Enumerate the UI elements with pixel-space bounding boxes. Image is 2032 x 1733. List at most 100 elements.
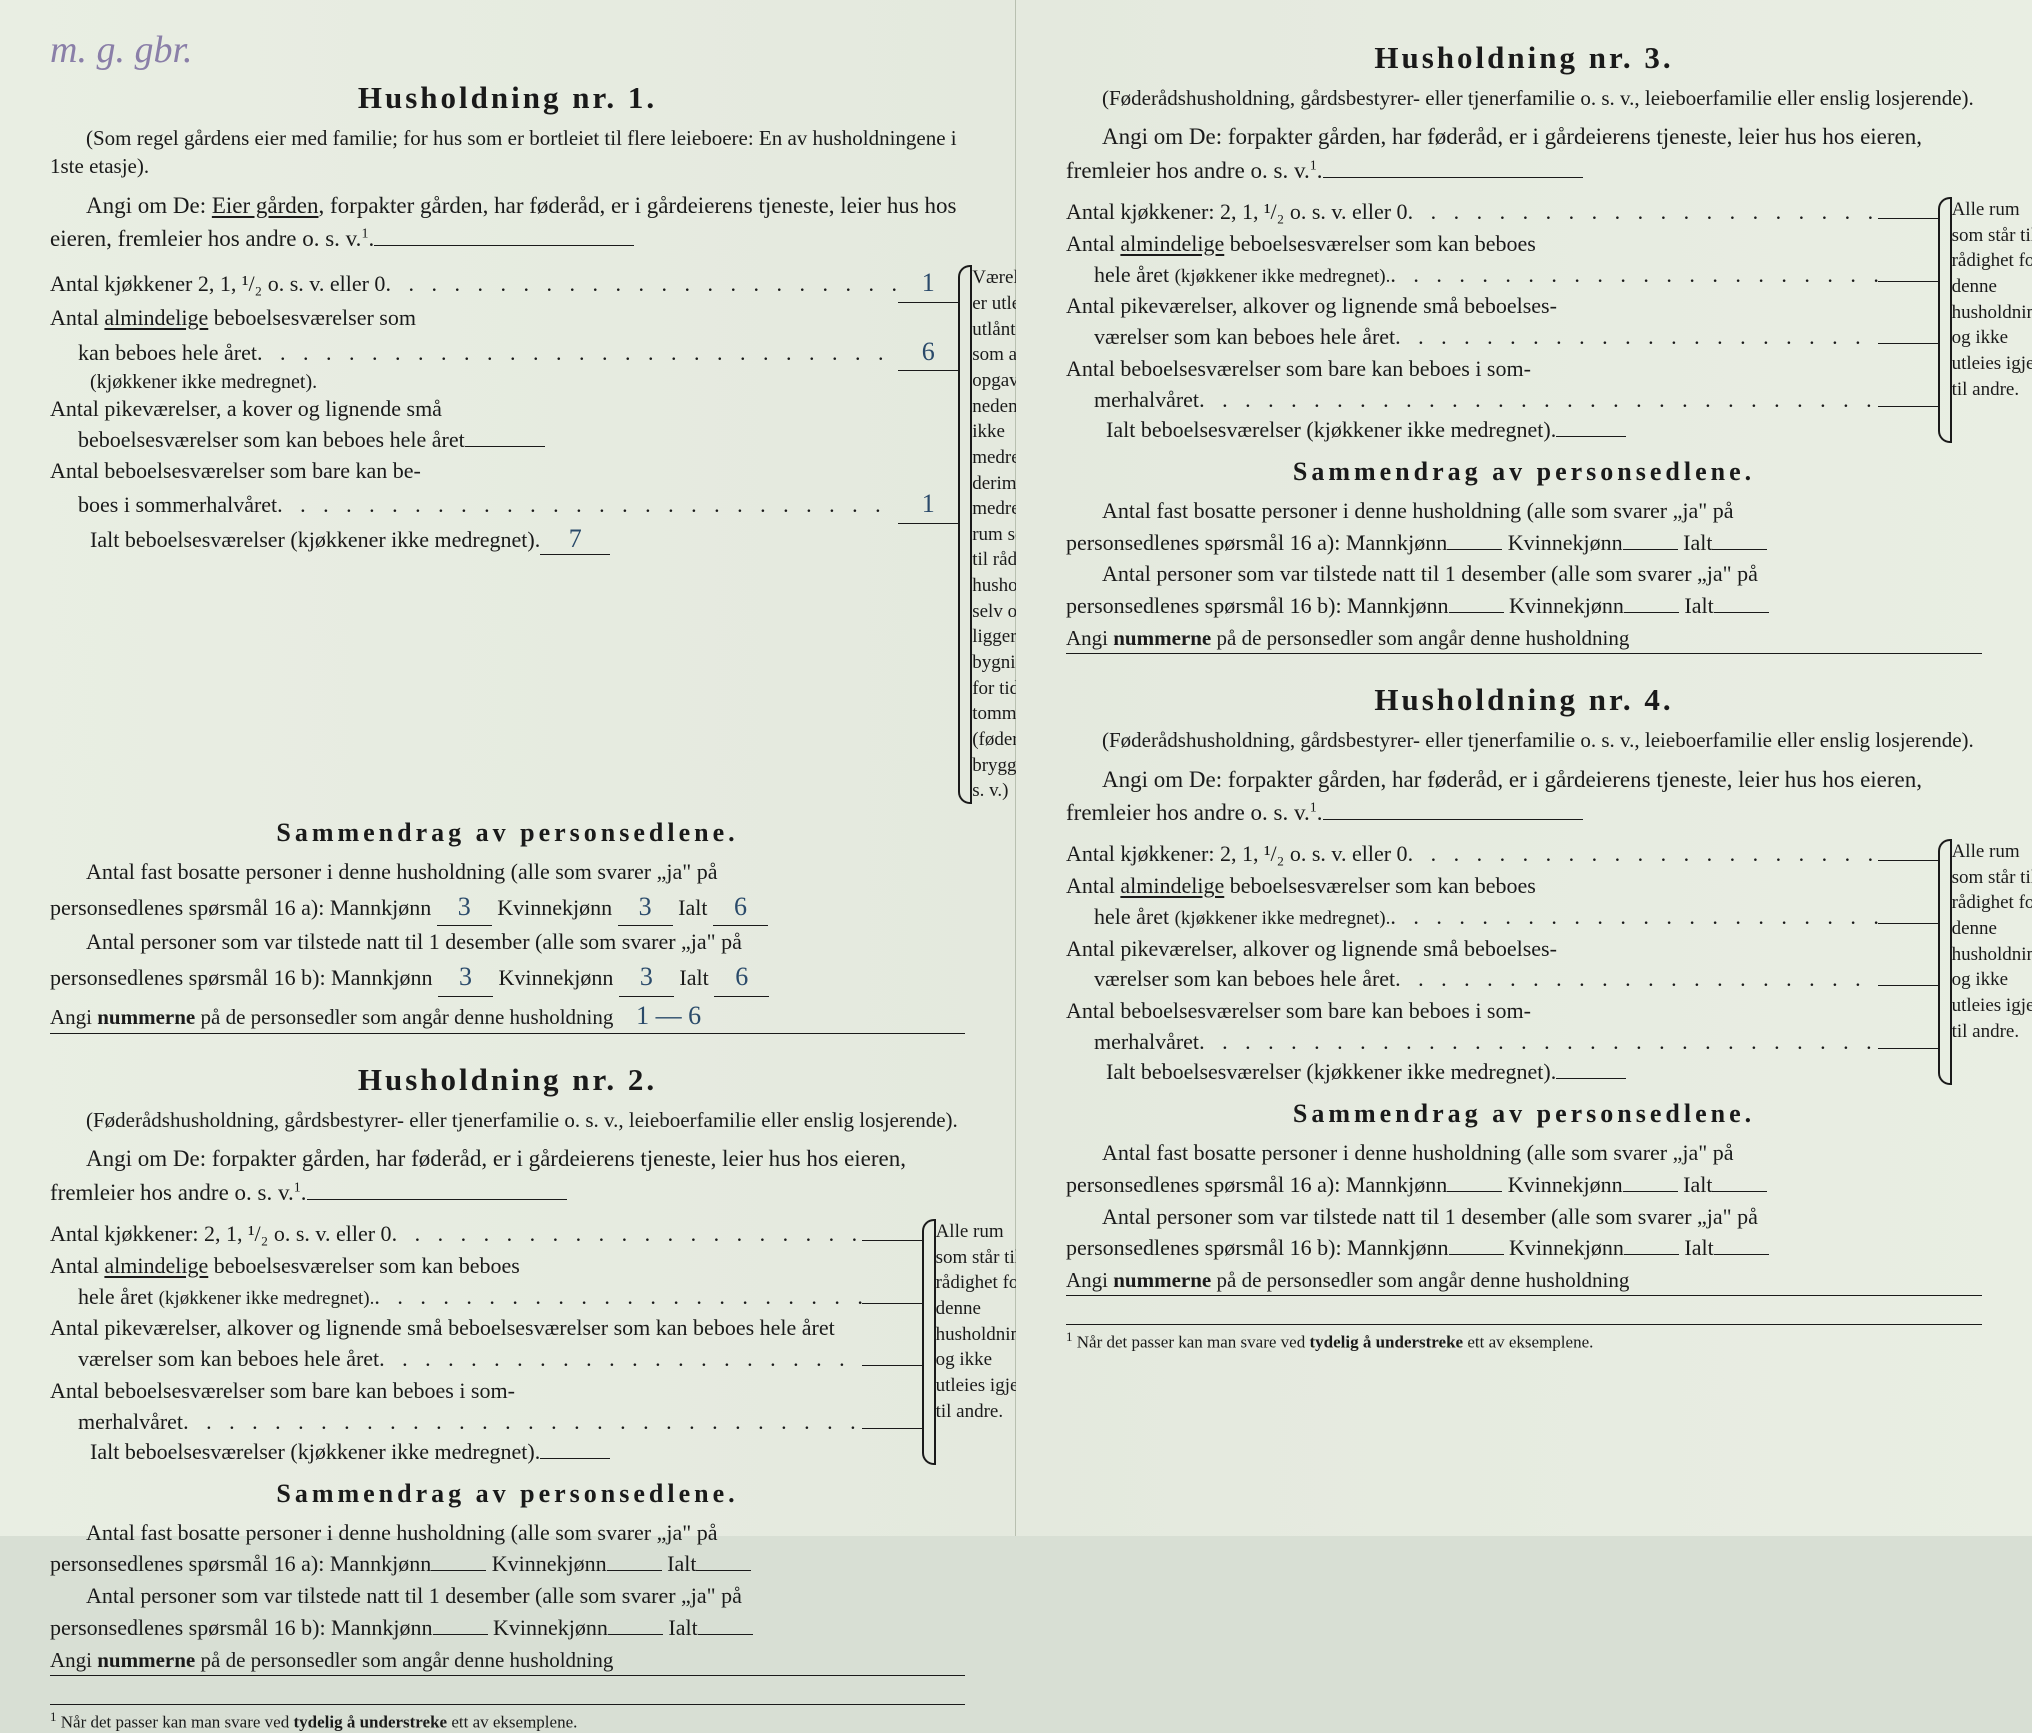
k4a: Kvinnekjønn (1508, 1172, 1623, 1197)
household-1-prompt: Angi om De: Eier gården, forpakter gårde… (50, 189, 965, 256)
k3b: Kvinnekjønn (1509, 593, 1624, 618)
prompt-label-4: Angi om De: (1102, 767, 1222, 792)
summer-value: 1 (898, 486, 958, 523)
household-3-title: Husholdning nr. 3. (1066, 40, 1982, 76)
pike-value-4 (1878, 985, 1938, 986)
angi-2: Angi nummerne på de personsedler som ang… (50, 1648, 965, 1676)
household-2: Husholdning nr. 2. (Føderådshusholdning,… (50, 1062, 965, 1676)
living-sub-4: (kjøkkener ikke medregnet). (1175, 908, 1391, 929)
kvinne-label-2: Kvinnekjønn (499, 965, 614, 990)
pike-value-3 (1878, 343, 1938, 344)
q16a-text-a-4: Antal fast bosatte personer i denne hush… (1102, 1140, 1734, 1165)
kitchens-label-4: Antal kjøkkener: 2, 1, ¹/₂ o. s. v. elle… (1066, 839, 1408, 870)
i3b: Ialt (1684, 593, 1713, 618)
living-value: 6 (898, 334, 958, 371)
footnote-text-r: Når det passer kan man svare ved (1077, 1333, 1305, 1352)
living-value-2 (862, 1303, 922, 1304)
prompt-label-2: Angi om De: (86, 1146, 206, 1171)
q16b-t: 6 (714, 958, 769, 997)
footnote-num-r: 1 (1066, 1329, 1073, 1344)
household-1-subtitle: (Som regel gårdens eier med familie; for… (50, 124, 965, 181)
total-value: 7 (540, 524, 610, 555)
household-4: Husholdning nr. 4. (Føderådshusholdning,… (1066, 682, 1982, 1296)
prompt-label: Angi om De: (86, 193, 206, 218)
page-left: m. g. gbr. Husholdning nr. 1. (Som regel… (0, 0, 1016, 1536)
living-value-3 (1878, 281, 1938, 282)
total-label-3: Ialt beboelsesværelser (kjøkkener ikke m… (1106, 417, 1556, 443)
footnote-text: Når det passer kan man svare ved (61, 1713, 289, 1732)
i4b: Ialt (1684, 1235, 1713, 1260)
total-value-4 (1556, 1078, 1626, 1079)
ar3: på de personsedler som angår denne husho… (1217, 626, 1630, 650)
footnote-rest-r: ett av eksemplene. (1467, 1333, 1593, 1352)
angi-1: Angi nummerne på de personsedler som ang… (50, 1001, 965, 1034)
q16b-text-a-2: Antal personer som var tilstede natt til… (86, 1583, 742, 1608)
living-sub-2: (kjøkkener ikke medregnet). (159, 1288, 375, 1309)
prompt-label-3: Angi om De: (1102, 124, 1222, 149)
kitchens-value: 1 (898, 265, 958, 302)
i3a: Ialt (1683, 530, 1712, 555)
k2b: Kvinnekjønn (493, 1615, 608, 1640)
q16b-1: Antal personer som var tilstede natt til… (50, 926, 965, 958)
total-value-3 (1556, 436, 1626, 437)
household-2-prompt: Angi om De: forpakter gården, har føderå… (50, 1142, 965, 1209)
household-4-rooms: Antal kjøkkener: 2, 1, ¹/₂ o. s. v. elle… (1066, 839, 1982, 1085)
pike-value (465, 446, 545, 447)
household-3-subtitle: (Føderådshusholdning, gårdsbestyrer- ell… (1066, 84, 1982, 112)
kitchens-label: Antal kjøkkener 2, 1, ¹/₂ o. s. v. eller… (50, 269, 385, 300)
q16a-text-a: Antal fast bosatte personer i denne hush… (86, 859, 718, 884)
angi-4: Angi nummerne på de personsedler som ang… (1066, 1268, 1982, 1296)
angi-val: 1 — 6 (619, 1001, 719, 1031)
household-2-title: Husholdning nr. 2. (50, 1062, 965, 1098)
living-sub: (kjøkkener ikke medregnet). (90, 371, 958, 394)
i2b: Ialt (668, 1615, 697, 1640)
total-label-4: Ialt beboelsesværelser (kjøkkener ikke m… (1106, 1059, 1556, 1085)
household-2-subtitle: (Føderådshusholdning, gårdsbestyrer- ell… (50, 1106, 965, 1134)
ar2: på de personsedler som angår denne husho… (201, 1648, 614, 1672)
household-3-note: Alle rum som står til rådighet for denne… (1950, 197, 2032, 443)
q16a-1: Antal fast bosatte personer i denne hush… (50, 856, 965, 888)
summer-value-3 (1878, 406, 1938, 407)
summer-label: Antal beboelsesværelser som bare kan be- (50, 456, 421, 487)
kitchens-label-2: Antal kjøkkener: 2, 1, ¹/₂ o. s. v. elle… (50, 1219, 392, 1250)
kvinne-label: Kvinnekjønn (497, 895, 612, 920)
i4a: Ialt (1683, 1172, 1712, 1197)
summer-value-4 (1878, 1048, 1938, 1049)
i2a: Ialt (667, 1551, 696, 1576)
summary-4-title: Sammendrag av personsedlene. (1066, 1099, 1982, 1129)
footnote-rest: ett av eksemplene. (451, 1713, 577, 1732)
living-value-4 (1878, 923, 1938, 924)
summary-1-title: Sammendrag av personsedlene. (50, 818, 965, 848)
household-4-title: Husholdning nr. 4. (1066, 682, 1982, 718)
nummerne-word: nummerne (97, 1005, 195, 1029)
summary-3-title: Sammendrag av personsedlene. (1066, 457, 1982, 487)
angi-word: Angi (50, 1005, 92, 1029)
footnote-left: 1 Når det passer kan man svare ved tydel… (50, 1704, 965, 1733)
ialt-label-2: Ialt (679, 965, 708, 990)
living-label: Antal almindelige beboelsesværelser som (50, 303, 416, 334)
q16b-text-b-3: personsedlenes spørsmål 16 b): Mannkjønn (1066, 593, 1449, 618)
a2: Angi (50, 1648, 92, 1672)
q16a-text-a-3: Antal fast bosatte personer i denne hush… (1102, 498, 1734, 523)
q16a-text-b-4: personsedlenes spørsmål 16 a): Mannkjønn (1066, 1172, 1447, 1197)
n2: nummerne (97, 1648, 195, 1672)
ar4: på de personsedler som angår denne husho… (1217, 1268, 1630, 1292)
household-3: Husholdning nr. 3. (Føderådshusholdning,… (1066, 40, 1982, 654)
summer-value-2 (862, 1428, 922, 1429)
n3: nummerne (1113, 626, 1211, 650)
total-label: Ialt beboelsesværelser (kjøkkener ikke m… (90, 527, 540, 553)
q16b-text-a-3: Antal personer som var tilstede natt til… (1102, 561, 1758, 586)
q16b-text-b-2: personsedlenes spørsmål 16 b): Mannkjønn (50, 1615, 433, 1640)
pike-label-2: Antal pikeværelser, alkover og lignende … (50, 1313, 835, 1344)
k4b: Kvinnekjønn (1509, 1235, 1624, 1260)
kitchens-value-4 (1878, 860, 1938, 861)
ialt-label: Ialt (678, 895, 707, 920)
footnote-bold-r: tydelig å understreke (1309, 1333, 1463, 1352)
k3a: Kvinnekjønn (1508, 530, 1623, 555)
prompt-underlined: Eier gården (212, 193, 319, 218)
household-1: Husholdning nr. 1. (Som regel gårdens ei… (50, 80, 965, 1034)
household-1-rooms: Antal kjøkkener 2, 1, ¹/₂ o. s. v. eller… (50, 265, 965, 803)
q16a-text-b-2: personsedlenes spørsmål 16 a): Mannkjønn (50, 1551, 431, 1576)
footnote-right: 1 Når det passer kan man svare ved tydel… (1066, 1324, 1982, 1353)
household-2-rooms: Antal kjøkkener: 2, 1, ¹/₂ o. s. v. elle… (50, 1219, 965, 1465)
